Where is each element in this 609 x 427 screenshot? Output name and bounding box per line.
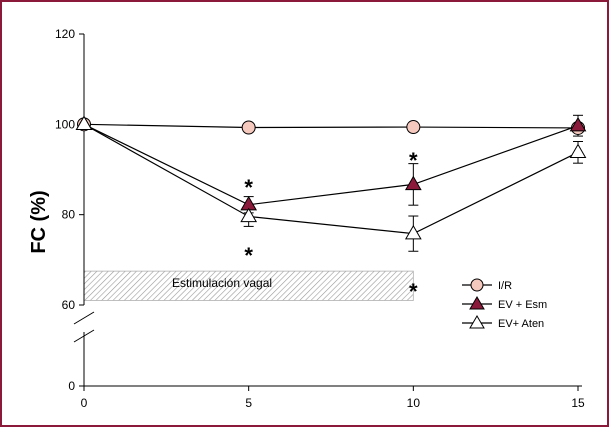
significance-asterisk: * bbox=[244, 243, 253, 268]
data-point bbox=[404, 175, 422, 191]
series-line bbox=[83, 123, 579, 235]
stimulation-band-label: Estimulación vagal bbox=[172, 276, 272, 290]
x-tick-label: 0 bbox=[81, 396, 88, 410]
y-tick-label: 80 bbox=[62, 208, 76, 222]
data-point bbox=[406, 120, 421, 135]
data-point bbox=[240, 207, 258, 223]
y-tick-label: 120 bbox=[55, 27, 75, 41]
y-tick-label: 60 bbox=[62, 298, 76, 312]
legend-marker bbox=[469, 296, 485, 310]
legend-marker bbox=[469, 315, 485, 329]
data-point bbox=[569, 116, 587, 132]
data-point bbox=[75, 115, 93, 131]
y-tick-label: 100 bbox=[55, 117, 75, 131]
stimulation-band bbox=[83, 270, 414, 301]
y-tick-label: 0 bbox=[68, 379, 75, 393]
legend-label: EV+ Aten bbox=[498, 318, 544, 330]
series-line bbox=[83, 123, 579, 129]
data-point bbox=[569, 143, 587, 159]
x-tick-label: 5 bbox=[245, 396, 252, 410]
significance-asterisk: * bbox=[409, 148, 418, 173]
y-axis-label: FC (%) bbox=[28, 190, 50, 253]
axis-break-mark bbox=[73, 329, 95, 343]
significance-asterisk: * bbox=[244, 175, 253, 200]
x-tick-label: 15 bbox=[571, 396, 585, 410]
x-tick-label: 10 bbox=[407, 396, 421, 410]
series-line bbox=[83, 123, 579, 206]
data-point bbox=[241, 120, 256, 135]
significance-asterisk: * bbox=[409, 279, 418, 304]
legend-label: I/R bbox=[498, 280, 512, 292]
legend-marker bbox=[470, 278, 484, 292]
data-point bbox=[404, 224, 422, 240]
legend-label: EV + Esm bbox=[498, 299, 547, 311]
axis-break-mark bbox=[73, 311, 95, 325]
